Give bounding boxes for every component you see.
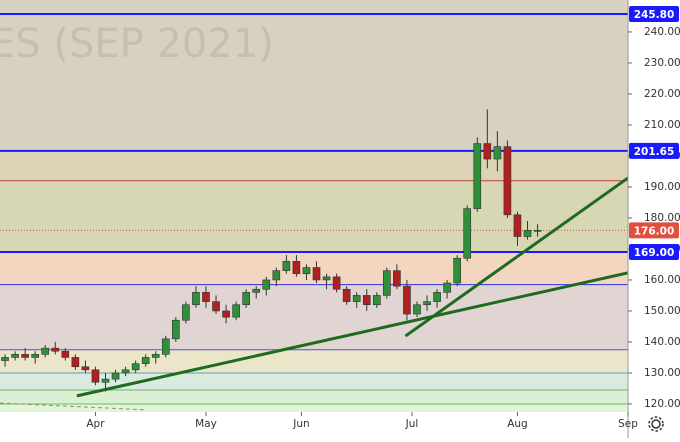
- candle-body: [342, 288, 351, 302]
- candle-body: [322, 276, 331, 281]
- candle-body: [302, 267, 311, 275]
- price-label-box: [629, 5, 679, 22]
- price-label: 245.80: [634, 9, 675, 21]
- watermark: ES (SEP 2021): [0, 21, 274, 67]
- candle-body: [443, 282, 451, 293]
- price-label: 201.65: [634, 146, 675, 158]
- x-tick-label: Jul: [405, 418, 419, 430]
- price-zone: [0, 0, 628, 151]
- price-zone: [0, 150, 628, 181]
- candle-body: [141, 357, 150, 364]
- y-tick-label: 130.00: [644, 367, 680, 379]
- candle-body: [11, 354, 19, 358]
- candle-body: [31, 354, 39, 358]
- candle-body: [192, 292, 200, 306]
- price-label-box: [629, 244, 679, 261]
- candle-body: [182, 304, 190, 321]
- trendline: [76, 271, 628, 398]
- trendline: [0, 402, 146, 411]
- candle-body: [332, 276, 341, 290]
- candle-body: [362, 295, 371, 306]
- candle-body: [272, 270, 281, 281]
- candle-body: [101, 378, 110, 383]
- y-tick-label: 150.00: [644, 305, 680, 317]
- price-label-box: [629, 142, 679, 159]
- candle-body: [453, 257, 462, 284]
- y-tick-label: 140.00: [644, 336, 680, 348]
- y-tick-label: 220.00: [644, 88, 680, 100]
- x-tick-label: Sep: [618, 418, 638, 430]
- candle-body: [383, 270, 391, 296]
- candle-body: [51, 347, 60, 352]
- x-tick-label: Jun: [292, 418, 309, 430]
- candle-body: [463, 208, 472, 259]
- candle-body: [121, 369, 130, 374]
- candle-body: [252, 288, 261, 293]
- candle-body: [71, 357, 80, 368]
- y-tick-label: 230.00: [644, 57, 680, 69]
- candle-body: [493, 146, 502, 160]
- y-tick-label: 240.00: [644, 26, 680, 38]
- price-zone: [0, 180, 628, 253]
- y-tick-label: 210.00: [644, 119, 680, 131]
- price-zone: [0, 389, 628, 404]
- price-label-box: [629, 222, 679, 239]
- candle-body: [161, 338, 170, 355]
- candle-body: [21, 354, 29, 358]
- candle-body: [262, 279, 271, 290]
- candle-body: [232, 304, 240, 318]
- candle-body: [473, 143, 482, 209]
- candle-body: [483, 143, 492, 160]
- candle-body: [61, 350, 70, 358]
- trendline: [404, 176, 628, 338]
- candle-body: [41, 347, 50, 355]
- price-zone: [0, 349, 628, 373]
- x-tick-label: Aug: [507, 418, 528, 430]
- y-tick-label: 160.00: [644, 274, 680, 286]
- candle-body: [282, 261, 291, 271]
- y-tick-label: 120.00: [644, 398, 680, 410]
- candle-body: [91, 369, 100, 383]
- candle-body: [393, 270, 401, 287]
- candle-body: [212, 301, 220, 312]
- candle-body: [403, 285, 411, 315]
- candle-body: [111, 372, 120, 380]
- candle-body: [242, 292, 250, 306]
- candle-body: [513, 214, 522, 237]
- candle-body: [423, 301, 431, 306]
- x-tick-label: May: [195, 418, 217, 430]
- candle-body: [533, 230, 542, 232]
- candle-body: [352, 295, 361, 302]
- y-tick-label: 190.00: [644, 181, 680, 193]
- candle-body: [151, 354, 160, 358]
- candle-body: [372, 295, 381, 306]
- plot-area: ES (SEP 2021): [0, 0, 628, 412]
- candle-body: [222, 310, 230, 318]
- candle-body: [172, 319, 180, 340]
- x-tick-label: Apr: [86, 418, 105, 430]
- candle-body: [523, 230, 532, 237]
- candle-body: [292, 261, 301, 275]
- candle-body: [1, 357, 9, 361]
- candle-body: [312, 267, 321, 281]
- price-zone: [0, 403, 628, 412]
- price-label: 169.00: [634, 247, 675, 259]
- settings-icon[interactable]: [648, 416, 664, 432]
- candle-body: [413, 304, 421, 315]
- candle-body: [202, 292, 210, 302]
- candle-body: [503, 146, 512, 216]
- candle-body: [81, 366, 90, 371]
- y-tick-label: 180.00: [644, 212, 680, 224]
- candle-body: [433, 292, 441, 302]
- candle-body: [131, 363, 140, 371]
- price-label: 176.00: [634, 225, 675, 237]
